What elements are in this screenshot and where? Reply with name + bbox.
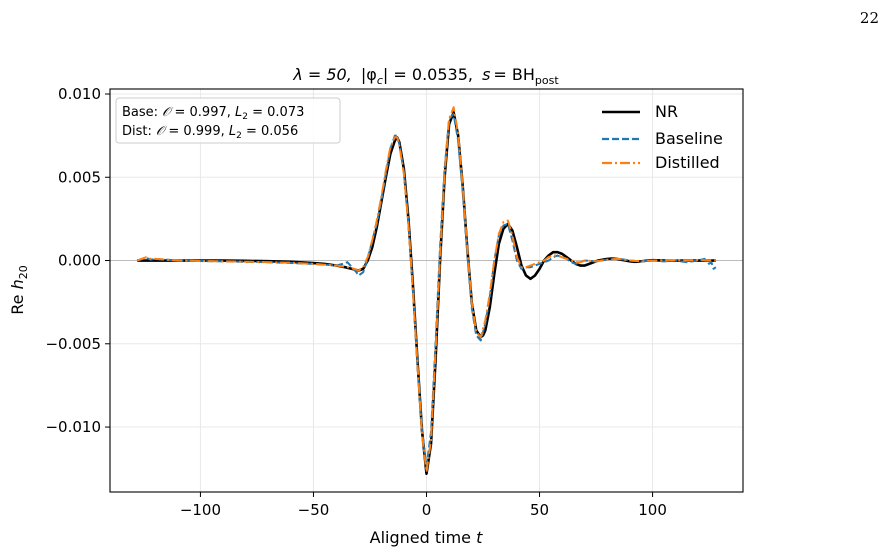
page-number: 22 [859,9,879,27]
x-axis-label: Aligned time t [370,528,483,547]
chart-title: λ = 50, |φc| = 0.0535, s = BHpost [292,65,559,87]
metrics-box: Base: 𝒪 = 0.997, L2 = 0.073 Dist: 𝒪 = 0.… [115,97,341,144]
y-tick-label: 0.000 [58,252,101,270]
legend-label-baseline: Baseline [655,129,723,148]
legend-label-distilled: Distilled [655,153,720,172]
series-group [136,106,717,475]
x-tick-label: 100 [638,501,667,519]
series-baseline-line [136,112,717,469]
axis-ticks: −100 −50 0 50 100 0.010 0.005 0.000 −0.005 −0.010 [45,85,666,519]
y-tick-label: −0.010 [45,418,101,436]
y-tick-label: −0.005 [45,335,101,353]
legend-label-nr: NR [655,102,678,121]
y-tick-label: 0.010 [58,85,101,103]
series-distilled-line [136,106,716,474]
metrics-dist-line: Dist: 𝒪 = 0.999, L2 = 0.056 [122,124,298,141]
metrics-box-frame [115,97,341,144]
legend: NR Baseline Distilled [602,102,723,172]
x-tick-label: −100 [180,501,221,519]
y-axis-label: Re h20 [8,265,30,314]
x-tick-label: 50 [530,501,549,519]
x-tick-label: 0 [422,501,432,519]
y-tick-label: 0.005 [58,168,101,186]
metrics-base-line: Base: 𝒪 = 0.997, L2 = 0.073 [122,105,304,122]
x-tick-label: −50 [298,501,330,519]
